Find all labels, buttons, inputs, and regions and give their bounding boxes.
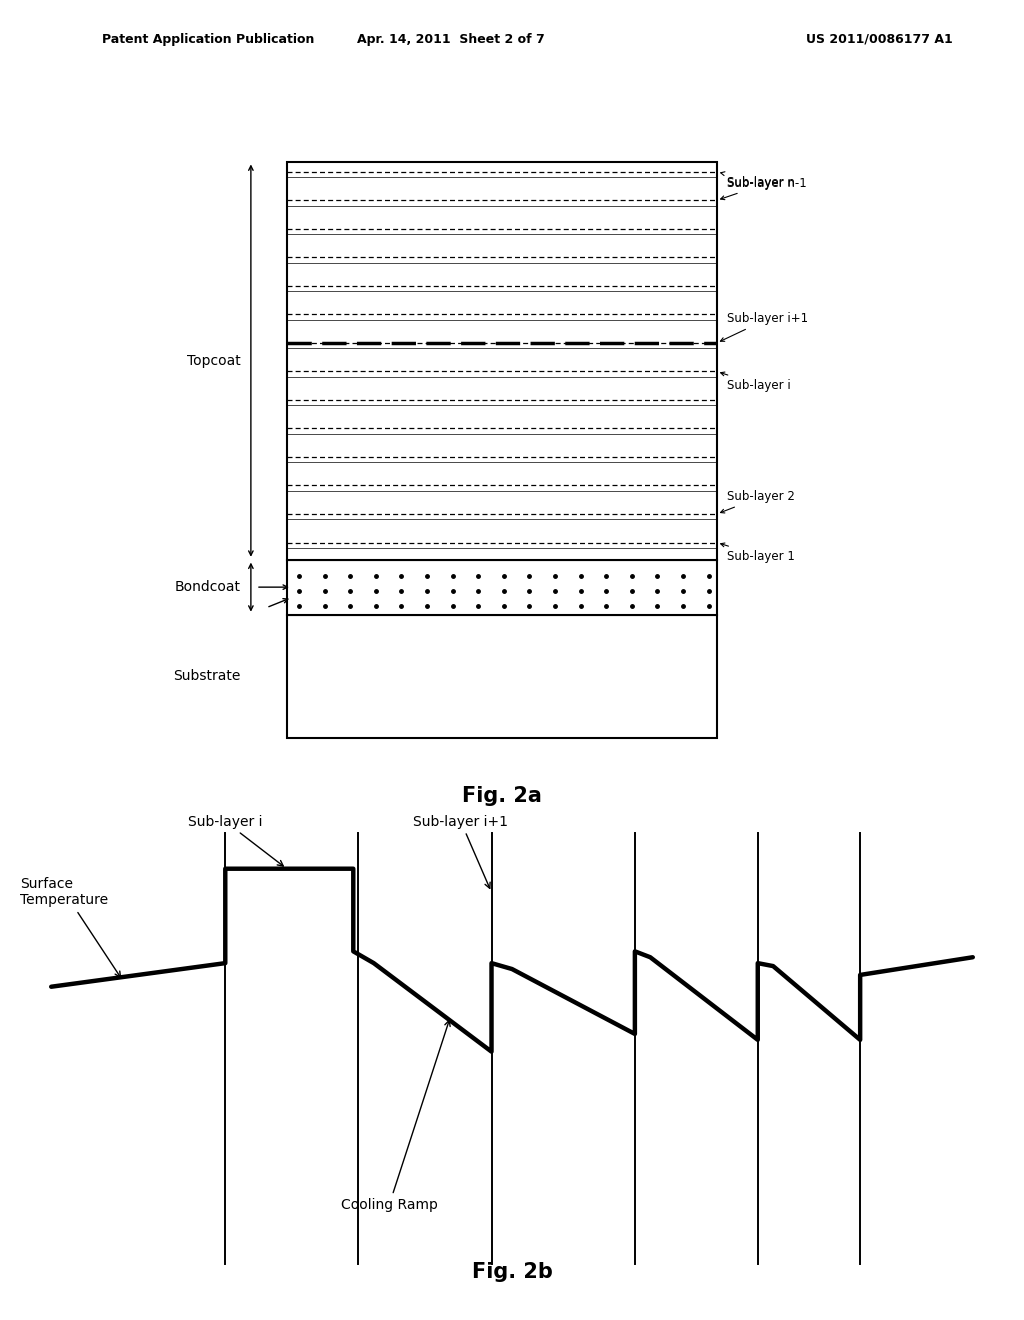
Text: Sub-layer i+1: Sub-layer i+1 [414, 814, 508, 888]
Text: Apr. 14, 2011  Sheet 2 of 7: Apr. 14, 2011 Sheet 2 of 7 [356, 33, 545, 46]
Text: Fig. 2b: Fig. 2b [472, 1262, 552, 1282]
Text: Cooling Ramp: Cooling Ramp [341, 1020, 451, 1212]
Bar [287, 615, 717, 738]
Text: Sub-layer 2: Sub-layer 2 [721, 490, 795, 513]
Text: Sub-layer i: Sub-layer i [188, 814, 284, 866]
Text: Sub-layer i+1: Sub-layer i+1 [721, 313, 808, 342]
Text: US 2011/0086177 A1: US 2011/0086177 A1 [806, 33, 952, 46]
Text: Sub-layer n-1: Sub-layer n-1 [721, 177, 807, 199]
Text: Sub-layer n: Sub-layer n [721, 172, 795, 189]
Text: Sub-layer 1: Sub-layer 1 [721, 543, 795, 562]
Bar [287, 161, 717, 560]
Text: Bondcoat: Bondcoat [175, 579, 241, 594]
Text: Substrate: Substrate [173, 669, 241, 684]
Text: Patent Application Publication: Patent Application Publication [102, 33, 314, 46]
Text: Topcoat: Topcoat [187, 354, 241, 368]
Bar [287, 560, 717, 615]
Text: Surface
Temperature: Surface Temperature [20, 878, 121, 977]
Text: Sub-layer i: Sub-layer i [721, 372, 791, 392]
Text: Fig. 2a: Fig. 2a [462, 787, 542, 807]
